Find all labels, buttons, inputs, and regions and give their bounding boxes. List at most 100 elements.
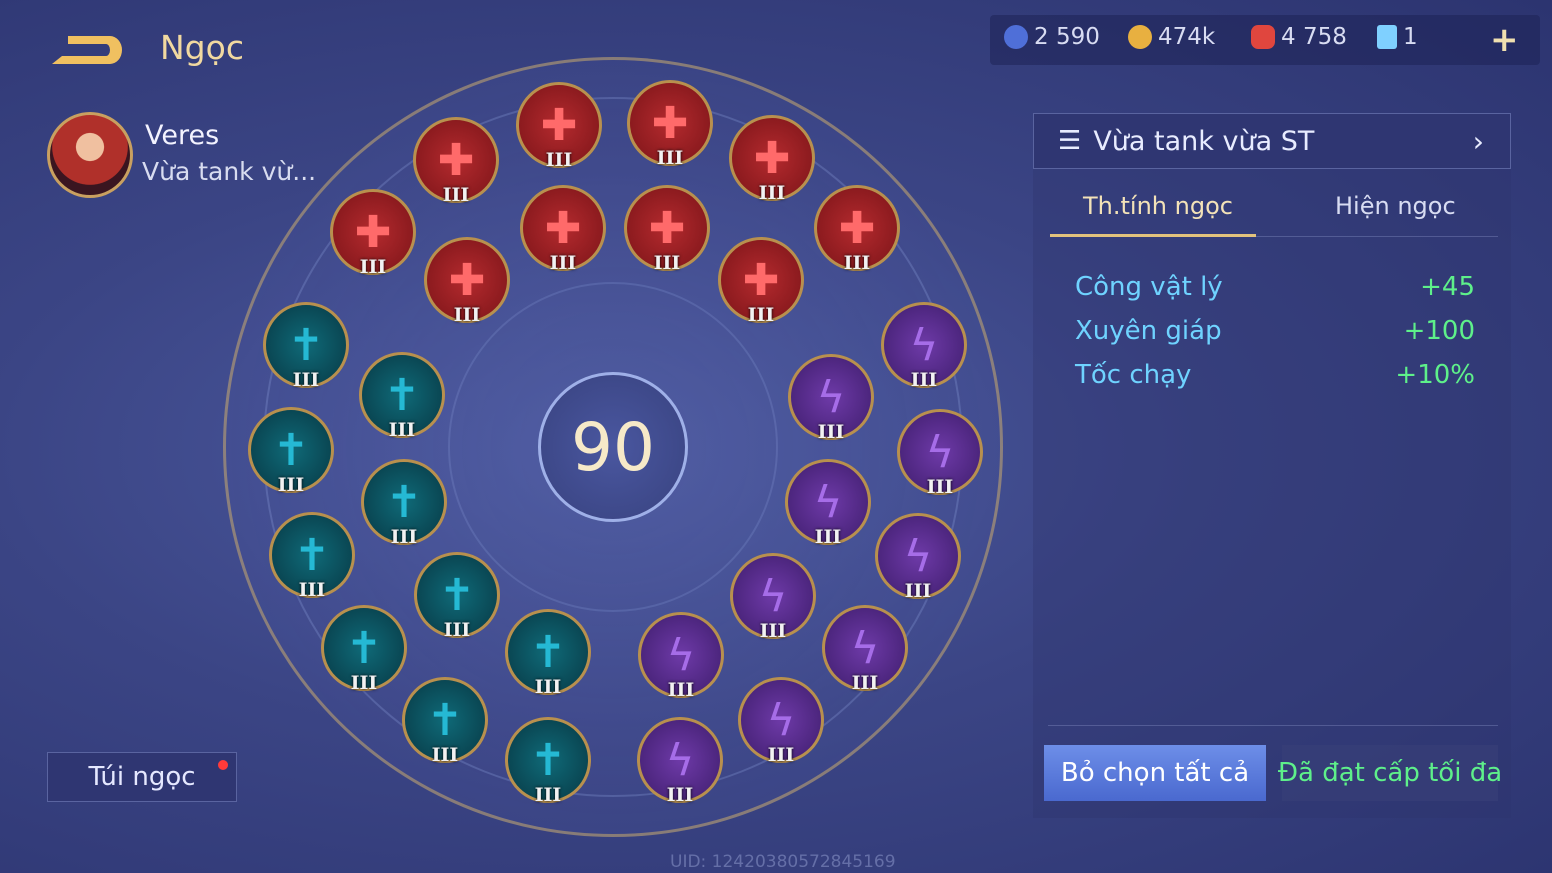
hero-name: Veres (145, 120, 220, 151)
cross-sword-icon: ✝ (426, 694, 464, 746)
tab-attributes[interactable]: Th.tính ngọc (1083, 192, 1233, 220)
gem-tier: III (851, 672, 879, 694)
deselect-all-button[interactable]: Bỏ chọn tất cả (1044, 745, 1266, 801)
hero-build: Vừa tank vừ... (142, 157, 317, 186)
sword-icon: ✚ (437, 134, 475, 186)
lightning-icon: ϟ (766, 694, 796, 746)
hero-avatar[interactable] (47, 112, 133, 198)
list-icon: ☰ (1058, 126, 1082, 156)
cross-sword-icon: ✝ (385, 476, 423, 528)
purple-gem-slot[interactable]: ϟ III (875, 513, 961, 602)
chevron-right-icon: › (1472, 124, 1484, 158)
stat-row: Tốc chạy +10% (1075, 360, 1475, 390)
gem-tier: III (442, 184, 470, 206)
gem-tier: III (904, 580, 932, 602)
lightning-icon: ϟ (909, 319, 939, 371)
red-gem-slot[interactable]: ✚ III (627, 80, 713, 169)
gem-tier: III (534, 784, 562, 806)
currency-blue: 2 590 (1004, 24, 1100, 50)
teal-gem-slot[interactable]: ✝ III (321, 605, 407, 694)
teal-gem-slot[interactable]: ✝ III (414, 552, 500, 641)
gem-tier: III (277, 474, 305, 496)
gem-tier: III (390, 526, 418, 548)
teal-gem-slot[interactable]: ✝ III (359, 352, 445, 441)
cross-sword-icon: ✝ (529, 734, 567, 786)
gem-tier: III (653, 252, 681, 274)
tab-show-gems[interactable]: Hiện ngọc (1335, 192, 1456, 220)
purple-gem-slot[interactable]: ϟ III (638, 612, 724, 701)
gem-tier: III (298, 579, 326, 601)
gem-bag-button[interactable]: Túi ngọc (47, 752, 237, 802)
gem-tier: III (359, 256, 387, 278)
gem-tier: III (350, 672, 378, 694)
gem-tier: III (814, 526, 842, 548)
build-selector[interactable]: ☰ Vừa tank vừa ST › (1033, 113, 1511, 169)
red-gem-slot[interactable]: ✚ III (520, 185, 606, 274)
blue-coin-icon (1004, 25, 1028, 49)
gold-coin-icon (1128, 25, 1152, 49)
lightning-icon: ϟ (925, 426, 955, 478)
gem-tier: III (549, 252, 577, 274)
lightning-icon: ϟ (850, 622, 880, 674)
gem-tier: III (443, 619, 471, 641)
teal-gem-slot[interactable]: ✝ III (505, 717, 591, 806)
lightning-icon: ϟ (758, 570, 788, 622)
red-gem-slot[interactable]: ✚ III (624, 185, 710, 274)
stat-row: Xuyên giáp +100 (1075, 316, 1475, 346)
gem-tier: III (817, 421, 845, 443)
add-currency-button[interactable]: + (1490, 20, 1519, 60)
gem-tier: III (431, 744, 459, 766)
gem-tier: III (545, 149, 573, 171)
sword-icon: ✚ (648, 202, 686, 254)
purple-gem-slot[interactable]: ϟ III (637, 717, 723, 806)
cross-sword-icon: ✝ (272, 424, 310, 476)
purple-gem-slot[interactable]: ϟ III (897, 409, 983, 498)
gem-tier: III (667, 679, 695, 701)
red-gem-icon (1251, 25, 1275, 49)
purple-gem-slot[interactable]: ϟ III (738, 677, 824, 766)
gem-tier: III (767, 744, 795, 766)
cross-sword-icon: ✝ (438, 569, 476, 621)
currency-red: 4 758 (1251, 24, 1347, 50)
purple-gem-slot[interactable]: ϟ III (785, 459, 871, 548)
sword-icon: ✚ (544, 202, 582, 254)
stats-panel (1033, 113, 1511, 818)
cross-sword-icon: ✝ (383, 369, 421, 421)
cross-sword-icon: ✝ (345, 622, 383, 674)
sword-icon: ✚ (753, 132, 791, 184)
back-button[interactable] (48, 30, 124, 70)
purple-gem-slot[interactable]: ϟ III (822, 605, 908, 694)
red-gem-slot[interactable]: ✚ III (718, 237, 804, 326)
red-gem-slot[interactable]: ✚ III (413, 117, 499, 206)
teal-gem-slot[interactable]: ✝ III (402, 677, 488, 766)
lightning-icon: ϟ (816, 371, 846, 423)
lightning-icon: ϟ (666, 629, 696, 681)
max-level-button: Đã đạt cấp tối đa (1278, 745, 1502, 801)
sword-icon: ✚ (540, 99, 578, 151)
currency-card: 1 (1377, 24, 1418, 50)
teal-gem-slot[interactable]: ✝ III (361, 459, 447, 548)
red-gem-slot[interactable]: ✚ III (729, 115, 815, 204)
sword-icon: ✚ (838, 202, 876, 254)
gem-tier: III (910, 369, 938, 391)
stat-row: Công vật lý +45 (1075, 272, 1475, 302)
teal-gem-slot[interactable]: ✝ III (505, 609, 591, 698)
purple-gem-slot[interactable]: ϟ III (788, 354, 874, 443)
red-gem-slot[interactable]: ✚ III (330, 189, 416, 278)
red-gem-slot[interactable]: ✚ III (814, 185, 900, 274)
card-icon (1377, 25, 1397, 49)
lightning-icon: ϟ (813, 476, 843, 528)
lightning-icon: ϟ (903, 530, 933, 582)
teal-gem-slot[interactable]: ✝ III (248, 407, 334, 496)
wheel-inner-ring (448, 282, 778, 612)
red-gem-slot[interactable]: ✚ III (516, 82, 602, 171)
red-gem-slot[interactable]: ✚ III (424, 237, 510, 326)
purple-gem-slot[interactable]: ϟ III (730, 553, 816, 642)
sword-icon: ✚ (354, 206, 392, 258)
teal-gem-slot[interactable]: ✝ III (263, 302, 349, 391)
uid-label: UID: 124203805728451​69 (670, 852, 896, 872)
sword-icon: ✚ (448, 254, 486, 306)
teal-gem-slot[interactable]: ✝ III (269, 512, 355, 601)
purple-gem-slot[interactable]: ϟ III (881, 302, 967, 391)
gem-tier: III (759, 620, 787, 642)
